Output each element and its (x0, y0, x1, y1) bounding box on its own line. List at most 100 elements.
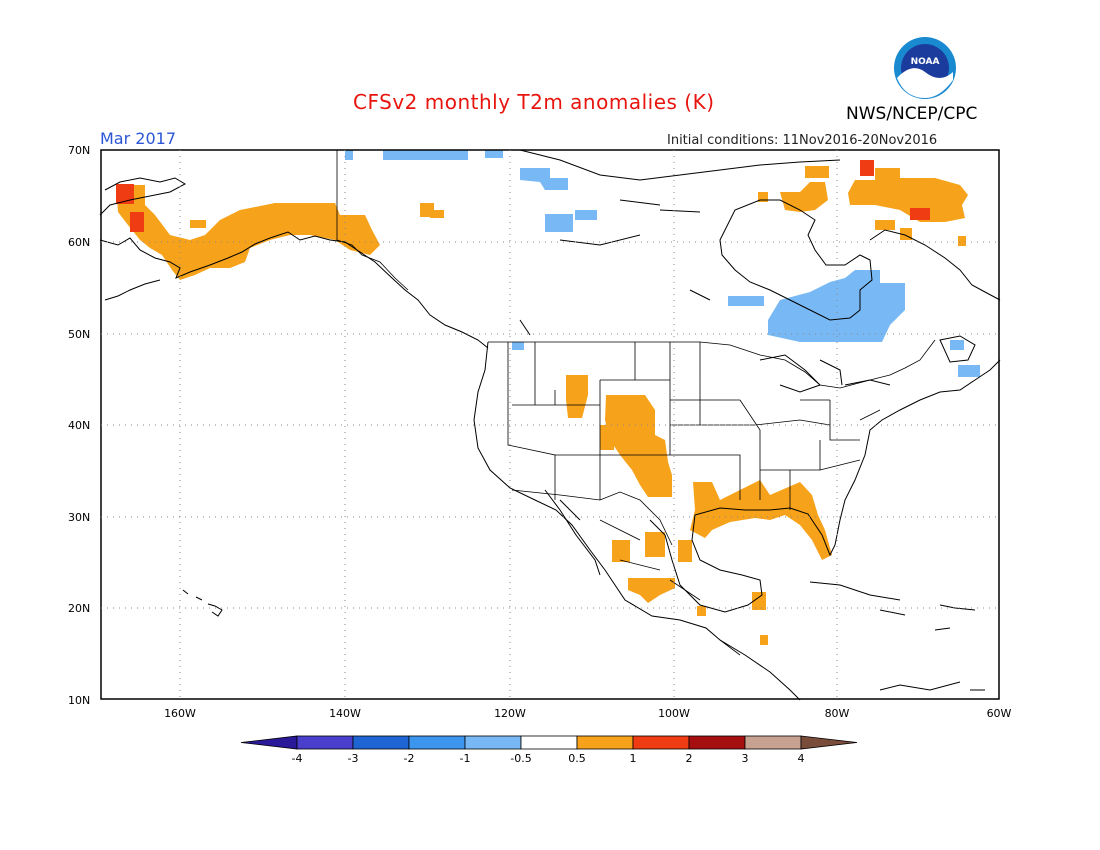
lon-label: 60W (987, 707, 1012, 720)
forecast-month: Mar 2017 (100, 129, 176, 148)
colorbar (240, 735, 858, 750)
lon-label: 120W (494, 707, 526, 720)
labrador-warm-patch (875, 220, 895, 230)
strong-warm-patch (130, 212, 144, 232)
colorbar-labels: -4 -3 -2 -1 -0.5 0.5 1 2 3 4 (292, 752, 805, 765)
labrador-cool-patch (950, 340, 964, 350)
rockies-warm-patch (566, 375, 588, 418)
colorbar-label: 3 (742, 752, 749, 765)
central-america-warm-patch (760, 635, 768, 645)
mexico-states (599, 519, 741, 656)
plains-warm-patch (600, 425, 614, 450)
colorbar-label: -0.5 (510, 752, 531, 765)
gulf-coast-warm-patch (678, 540, 692, 562)
colorbar-swatch (688, 735, 746, 750)
lat-label: 70N (68, 144, 90, 157)
coastline-baja (544, 489, 601, 576)
lon-label: 100W (658, 707, 690, 720)
coastlines (99, 149, 1001, 701)
us-mexico-border (511, 489, 673, 546)
coastline-west (473, 341, 801, 701)
alaska-warm-patch (116, 185, 380, 280)
arctic-cool-patch (545, 214, 573, 232)
colorbar-label: -4 (292, 752, 303, 765)
colorbar-label: 4 (798, 752, 805, 765)
colorbar-swatch (296, 735, 354, 750)
gulf-coast-warm-patch (777, 492, 791, 502)
lon-label: 80W (825, 707, 850, 720)
hudson-strait-warm-patch (780, 182, 828, 212)
lat-label: 20N (68, 602, 90, 615)
coastline-arctic-islands (519, 149, 841, 336)
gulf-coast-warm-patch (690, 480, 832, 560)
labrador-cool-patch (958, 365, 980, 377)
arctic-cool-patch (512, 342, 524, 350)
coastline-aleutians (104, 279, 161, 301)
lon-label: 140W (329, 707, 361, 720)
arctic-cool-patch (345, 150, 353, 160)
strong-warm-patch (910, 208, 930, 220)
colorbar-swatch (408, 735, 466, 750)
colorbar-swatch (352, 735, 410, 750)
mexico-warm-patch (612, 540, 630, 562)
coastline-labrador (869, 229, 1001, 301)
hudson-strait-warm-patch (758, 192, 768, 202)
arctic-cool-patch (485, 150, 503, 158)
initial-conditions: Initial conditions: 11Nov2016-20Nov2016 (667, 133, 938, 148)
agency-label: NWS/NCEP/CPC (846, 104, 978, 124)
arctic-cool-patch (383, 150, 468, 160)
lon-axis: 160W 140W 120W 100W 80W 60W (164, 707, 1011, 720)
lat-label: 30N (68, 511, 90, 524)
colorbar-label: 0.5 (568, 752, 586, 765)
lon-label: 160W (164, 707, 196, 720)
coastline-alaska (99, 177, 489, 349)
colorbar-label: -1 (460, 752, 471, 765)
colorbar-label: 2 (686, 752, 693, 765)
political-boundaries (336, 150, 936, 656)
colorbar-swatch (632, 735, 690, 750)
noaa-logo: NOAA (894, 37, 956, 99)
colorbar-min-arrow (240, 735, 298, 750)
hudson-strait-warm-patch (805, 166, 829, 178)
arctic-cool-patch (520, 168, 568, 190)
coastline-caribbean (809, 581, 985, 691)
yucatan-warm-patch (752, 592, 766, 610)
state-lines (507, 342, 881, 510)
labrador-warm-patch (958, 236, 966, 246)
coastline-hawaii (182, 589, 223, 617)
colorbar-label: 1 (630, 752, 637, 765)
hudson-bay-cool-patch (728, 296, 764, 306)
us-canada-border (488, 339, 936, 389)
colorbar-label: -3 (348, 752, 359, 765)
noaa-logo-text: NOAA (911, 57, 940, 67)
arctic-cool-patch (575, 210, 597, 220)
coastline-hudson-bay (719, 199, 873, 321)
colorbar-max-arrow (800, 735, 858, 750)
labrador-warm-patch (848, 168, 968, 222)
coastline-newfoundland (939, 335, 976, 363)
colorbar-swatch (520, 735, 578, 750)
central-america-warm-patch (697, 606, 706, 616)
lat-label: 50N (68, 328, 90, 341)
strong-warm-patches (116, 160, 930, 232)
alaska-warm-patch (190, 220, 206, 228)
bc-warm-patch (430, 210, 444, 218)
strong-warm-patch (116, 184, 134, 204)
alaska-canada-border (336, 150, 409, 291)
colorbar-swatch (576, 735, 634, 750)
strong-warm-patch (860, 160, 874, 176)
colorbar-swatch (464, 735, 522, 750)
plains-warm-patch (605, 395, 672, 497)
warm-anomaly-patches (116, 166, 968, 645)
lat-label: 40N (68, 419, 90, 432)
colorbar-label: -2 (404, 752, 415, 765)
map-title: CFSv2 monthly T2m anomalies (K) (353, 90, 715, 114)
lat-label: 10N (68, 694, 90, 707)
lat-axis: 70N 60N 50N 40N 30N 20N 10N (68, 144, 90, 707)
colorbar-swatch (744, 735, 802, 750)
lat-label: 60N (68, 236, 90, 249)
mexico-warm-patch (628, 578, 675, 603)
mexico-warm-patch (645, 532, 665, 557)
coastline-great-lakes (759, 354, 891, 393)
